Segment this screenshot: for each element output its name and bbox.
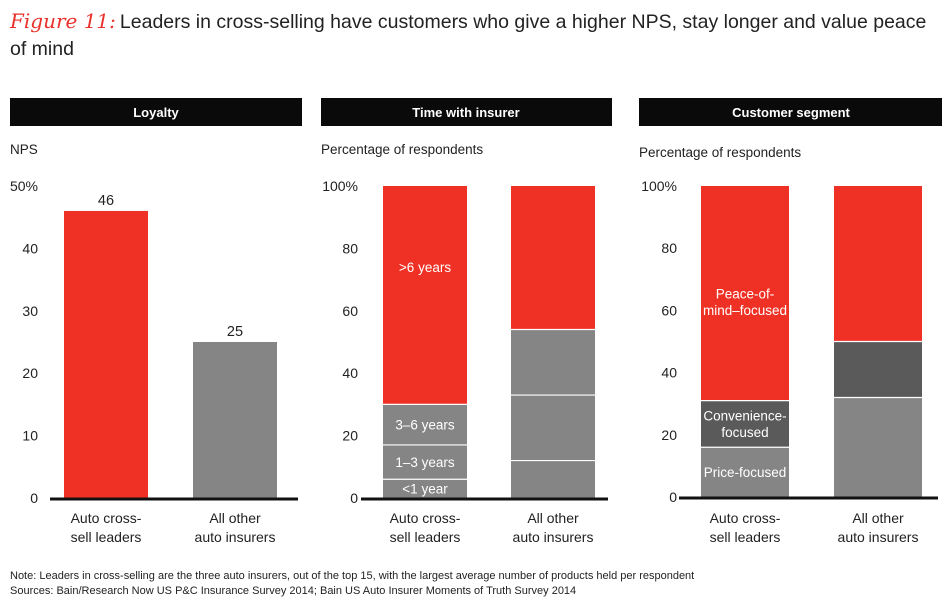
y-tick-label: 40 (661, 365, 677, 381)
stacked-segment (834, 186, 922, 342)
bar-data-label: 46 (98, 193, 114, 209)
y-tick-label: 0 (669, 489, 677, 505)
bar (64, 210, 148, 498)
segment-label: >6 years (399, 260, 451, 275)
stacked-segment (701, 447, 789, 497)
stacked-segment (383, 479, 467, 498)
bar-data-label: 25 (227, 324, 243, 340)
axis-unit-label: Percentage of respondents (639, 145, 801, 160)
stacked-segment (511, 186, 595, 330)
stacked-segment (511, 460, 595, 498)
y-tick-label: 60 (661, 302, 677, 318)
y-tick-label: 40 (22, 240, 38, 256)
segment-label: 3–6 years (395, 418, 455, 433)
y-tick-label: 80 (661, 240, 677, 256)
y-tick-label: 0 (350, 490, 358, 506)
segment-label: <1 year (402, 482, 448, 497)
figure-title: Figure 11: Leaders in cross-selling have … (10, 8, 945, 63)
stacked-segment (383, 404, 467, 445)
y-tick-label: 40 (342, 365, 358, 381)
stacked-segment (834, 341, 922, 398)
category-label: Auto cross- (390, 510, 461, 526)
panel-header-title: Time with insurer (412, 105, 519, 120)
category-label: All other (209, 510, 261, 526)
panel-header-title: Customer segment (732, 105, 850, 120)
bar (193, 342, 277, 498)
stacked-segment (701, 186, 789, 401)
footnotes: Note: Leaders in cross-selling are the t… (10, 569, 694, 599)
category-label: Auto cross- (710, 510, 781, 526)
figure-title-text: Leaders in cross-selling have customers … (10, 11, 927, 60)
y-tick-label: 10 (22, 428, 38, 444)
y-tick-label: 80 (342, 240, 358, 256)
y-tick-label: 0 (30, 490, 38, 506)
segment-label: Peace-of- (716, 287, 775, 302)
stacked-segment (383, 444, 467, 480)
category-label: All other (852, 510, 904, 526)
y-tick-label: 100% (322, 178, 358, 194)
y-tick-label: 60 (342, 303, 358, 319)
panel-header-band (321, 98, 612, 126)
category-label: Auto cross- (71, 510, 142, 526)
y-tick-label: 20 (661, 427, 677, 443)
panel-header-band (639, 98, 942, 126)
axis-unit-label: Percentage of respondents (321, 142, 483, 157)
y-tick-label: 20 (342, 428, 358, 444)
category-label: auto insurers (513, 529, 594, 545)
y-tick-label: 50% (10, 178, 38, 194)
stacked-segment (511, 329, 595, 396)
stacked-segment (834, 397, 922, 497)
category-label: sell leaders (390, 529, 461, 545)
panel-2: Time with insurer Percentage of responden… (321, 98, 612, 545)
panel-3: Customer segment Percentage of respondent… (639, 98, 942, 545)
segment-label: mind–focused (703, 303, 787, 318)
panel-header-band (10, 98, 302, 126)
segment-label: focused (721, 425, 768, 440)
y-tick-label: 30 (22, 303, 38, 319)
axis-unit-label: NPS (10, 142, 38, 157)
stacked-segment (701, 400, 789, 448)
note-text: Note: Leaders in cross-selling are the t… (10, 570, 695, 582)
category-label: sell leaders (71, 529, 142, 545)
panel-1: Loyalty NPS 0 10 20 30 40 50% 46 25 Auto cross-sel… (10, 98, 302, 545)
category-label: auto insurers (838, 529, 919, 545)
category-label: auto insurers (195, 529, 276, 545)
sources-text: Sources: Bain/Research Now US P&C Insura… (10, 585, 577, 597)
stacked-segment (511, 395, 595, 461)
segment-label: Convenience- (703, 409, 786, 424)
category-label: All other (527, 510, 579, 526)
stacked-segment (383, 186, 467, 405)
y-tick-label: 100% (641, 178, 677, 194)
segment-label: 1–3 years (395, 455, 455, 470)
figure-label: Figure 11: (10, 9, 116, 33)
panel-header-title: Loyalty (133, 105, 179, 120)
category-label: sell leaders (710, 529, 781, 545)
segment-label: Price-focused (704, 465, 787, 480)
y-tick-label: 20 (22, 365, 38, 381)
